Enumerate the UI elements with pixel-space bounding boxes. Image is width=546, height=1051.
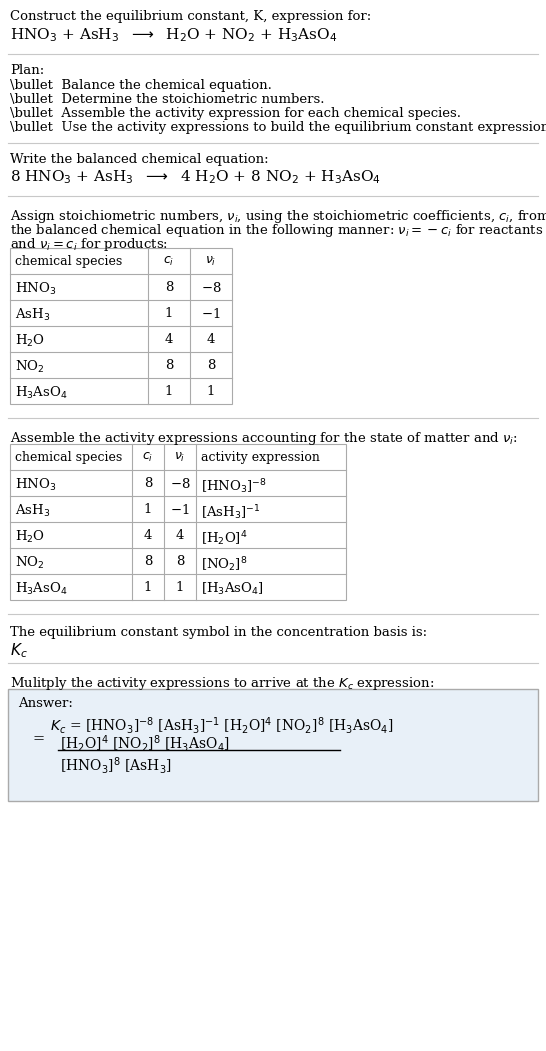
Text: 8: 8 [144, 477, 152, 490]
Text: [NO$_2$]$^8$: [NO$_2$]$^8$ [201, 555, 247, 574]
Text: NO$_2$: NO$_2$ [15, 359, 44, 375]
Text: AsH$_3$: AsH$_3$ [15, 307, 50, 323]
Text: 1: 1 [207, 385, 215, 398]
Text: $\nu_i$: $\nu_i$ [174, 451, 186, 465]
Text: 1: 1 [165, 385, 173, 398]
Text: [H$_3$AsO$_4$]: [H$_3$AsO$_4$] [201, 581, 264, 597]
Text: 1: 1 [165, 307, 173, 320]
Text: Plan:: Plan: [10, 64, 44, 77]
Text: 1: 1 [144, 581, 152, 594]
Text: H$_3$AsO$_4$: H$_3$AsO$_4$ [15, 385, 68, 401]
Text: the balanced chemical equation in the following manner: $\nu_i = -c_i$ for react: the balanced chemical equation in the fo… [10, 222, 543, 239]
Text: activity expression: activity expression [201, 451, 320, 463]
FancyBboxPatch shape [8, 689, 538, 801]
Text: [AsH$_3$]$^{-1}$: [AsH$_3$]$^{-1}$ [201, 503, 260, 521]
Bar [10, 444, 346, 600]
Text: $-$8: $-$8 [170, 477, 191, 491]
Text: \bullet  Determine the stoichiometric numbers.: \bullet Determine the stoichiometric num… [10, 92, 324, 106]
Text: and $\nu_i = c_i$ for products:: and $\nu_i = c_i$ for products: [10, 236, 168, 253]
Bar [10, 248, 232, 404]
Text: Assign stoichiometric numbers, $\nu_i$, using the stoichiometric coefficients, $: Assign stoichiometric numbers, $\nu_i$, … [10, 208, 546, 225]
Text: HNO$_3$: HNO$_3$ [15, 281, 56, 297]
Text: 4: 4 [176, 529, 184, 542]
Text: 4: 4 [165, 333, 173, 346]
Text: H$_3$AsO$_4$: H$_3$AsO$_4$ [15, 581, 68, 597]
Text: HNO$_3$ + AsH$_3$  $\longrightarrow$  H$_2$O + NO$_2$ + H$_3$AsO$_4$: HNO$_3$ + AsH$_3$ $\longrightarrow$ H$_2… [10, 26, 337, 44]
Text: =: = [32, 731, 44, 746]
Text: H$_2$O: H$_2$O [15, 529, 45, 545]
Text: $c_i$: $c_i$ [163, 255, 175, 268]
Text: H$_2$O: H$_2$O [15, 333, 45, 349]
Text: 4: 4 [207, 333, 215, 346]
Text: HNO$_3$: HNO$_3$ [15, 477, 56, 493]
Text: [HNO$_3$]$^8$ [AsH$_3$]: [HNO$_3$]$^8$ [AsH$_3$] [60, 755, 172, 776]
Text: \bullet  Use the activity expressions to build the equilibrium constant expressi: \bullet Use the activity expressions to … [10, 121, 546, 133]
Text: $-$8: $-$8 [201, 281, 221, 295]
Text: Construct the equilibrium constant, K, expression for:: Construct the equilibrium constant, K, e… [10, 11, 371, 23]
Text: Answer:: Answer: [18, 697, 73, 710]
Text: $K_c$ = [HNO$_3$]$^{-8}$ [AsH$_3$]$^{-1}$ [H$_2$O]$^4$ [NO$_2$]$^8$ [H$_3$AsO$_4: $K_c$ = [HNO$_3$]$^{-8}$ [AsH$_3$]$^{-1}… [50, 715, 394, 736]
Text: $-$1: $-$1 [201, 307, 221, 321]
Text: $-$1: $-$1 [170, 503, 190, 517]
Text: NO$_2$: NO$_2$ [15, 555, 44, 571]
Text: 8: 8 [176, 555, 184, 568]
Text: 4: 4 [144, 529, 152, 542]
Text: 8: 8 [144, 555, 152, 568]
Text: 1: 1 [176, 581, 184, 594]
Text: $K_c$: $K_c$ [10, 641, 28, 660]
Text: Assemble the activity expressions accounting for the state of matter and $\nu_i$: Assemble the activity expressions accoun… [10, 430, 518, 447]
Text: [H$_2$O]$^4$ [NO$_2$]$^8$ [H$_3$AsO$_4$]: [H$_2$O]$^4$ [NO$_2$]$^8$ [H$_3$AsO$_4$] [60, 733, 230, 754]
Text: chemical species: chemical species [15, 451, 122, 463]
Text: [HNO$_3$]$^{-8}$: [HNO$_3$]$^{-8}$ [201, 477, 267, 496]
Text: chemical species: chemical species [15, 255, 122, 268]
Text: 8: 8 [165, 359, 173, 372]
Text: 8 HNO$_3$ + AsH$_3$  $\longrightarrow$  4 H$_2$O + 8 NO$_2$ + H$_3$AsO$_4$: 8 HNO$_3$ + AsH$_3$ $\longrightarrow$ 4 … [10, 168, 381, 186]
Text: \bullet  Assemble the activity expression for each chemical species.: \bullet Assemble the activity expression… [10, 107, 461, 120]
Text: $\nu_i$: $\nu_i$ [205, 255, 217, 268]
Text: The equilibrium constant symbol in the concentration basis is:: The equilibrium constant symbol in the c… [10, 626, 427, 639]
Text: Write the balanced chemical equation:: Write the balanced chemical equation: [10, 153, 269, 166]
Text: [H$_2$O]$^4$: [H$_2$O]$^4$ [201, 529, 247, 548]
Text: 1: 1 [144, 503, 152, 516]
Text: Mulitply the activity expressions to arrive at the $K_c$ expression:: Mulitply the activity expressions to arr… [10, 675, 434, 692]
Text: 8: 8 [165, 281, 173, 294]
Text: \bullet  Balance the chemical equation.: \bullet Balance the chemical equation. [10, 79, 272, 92]
Text: AsH$_3$: AsH$_3$ [15, 503, 50, 519]
Text: 8: 8 [207, 359, 215, 372]
Text: $c_i$: $c_i$ [143, 451, 153, 465]
